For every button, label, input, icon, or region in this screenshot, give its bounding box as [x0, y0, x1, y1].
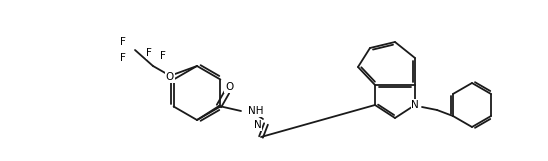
Text: F: F: [160, 51, 166, 61]
Text: O: O: [225, 82, 233, 92]
Text: N: N: [411, 100, 419, 110]
Text: O: O: [166, 72, 174, 82]
Text: NH: NH: [248, 106, 264, 116]
Text: F: F: [120, 53, 126, 63]
Text: F: F: [120, 37, 126, 47]
Text: F: F: [146, 48, 152, 58]
Text: N: N: [254, 120, 262, 130]
